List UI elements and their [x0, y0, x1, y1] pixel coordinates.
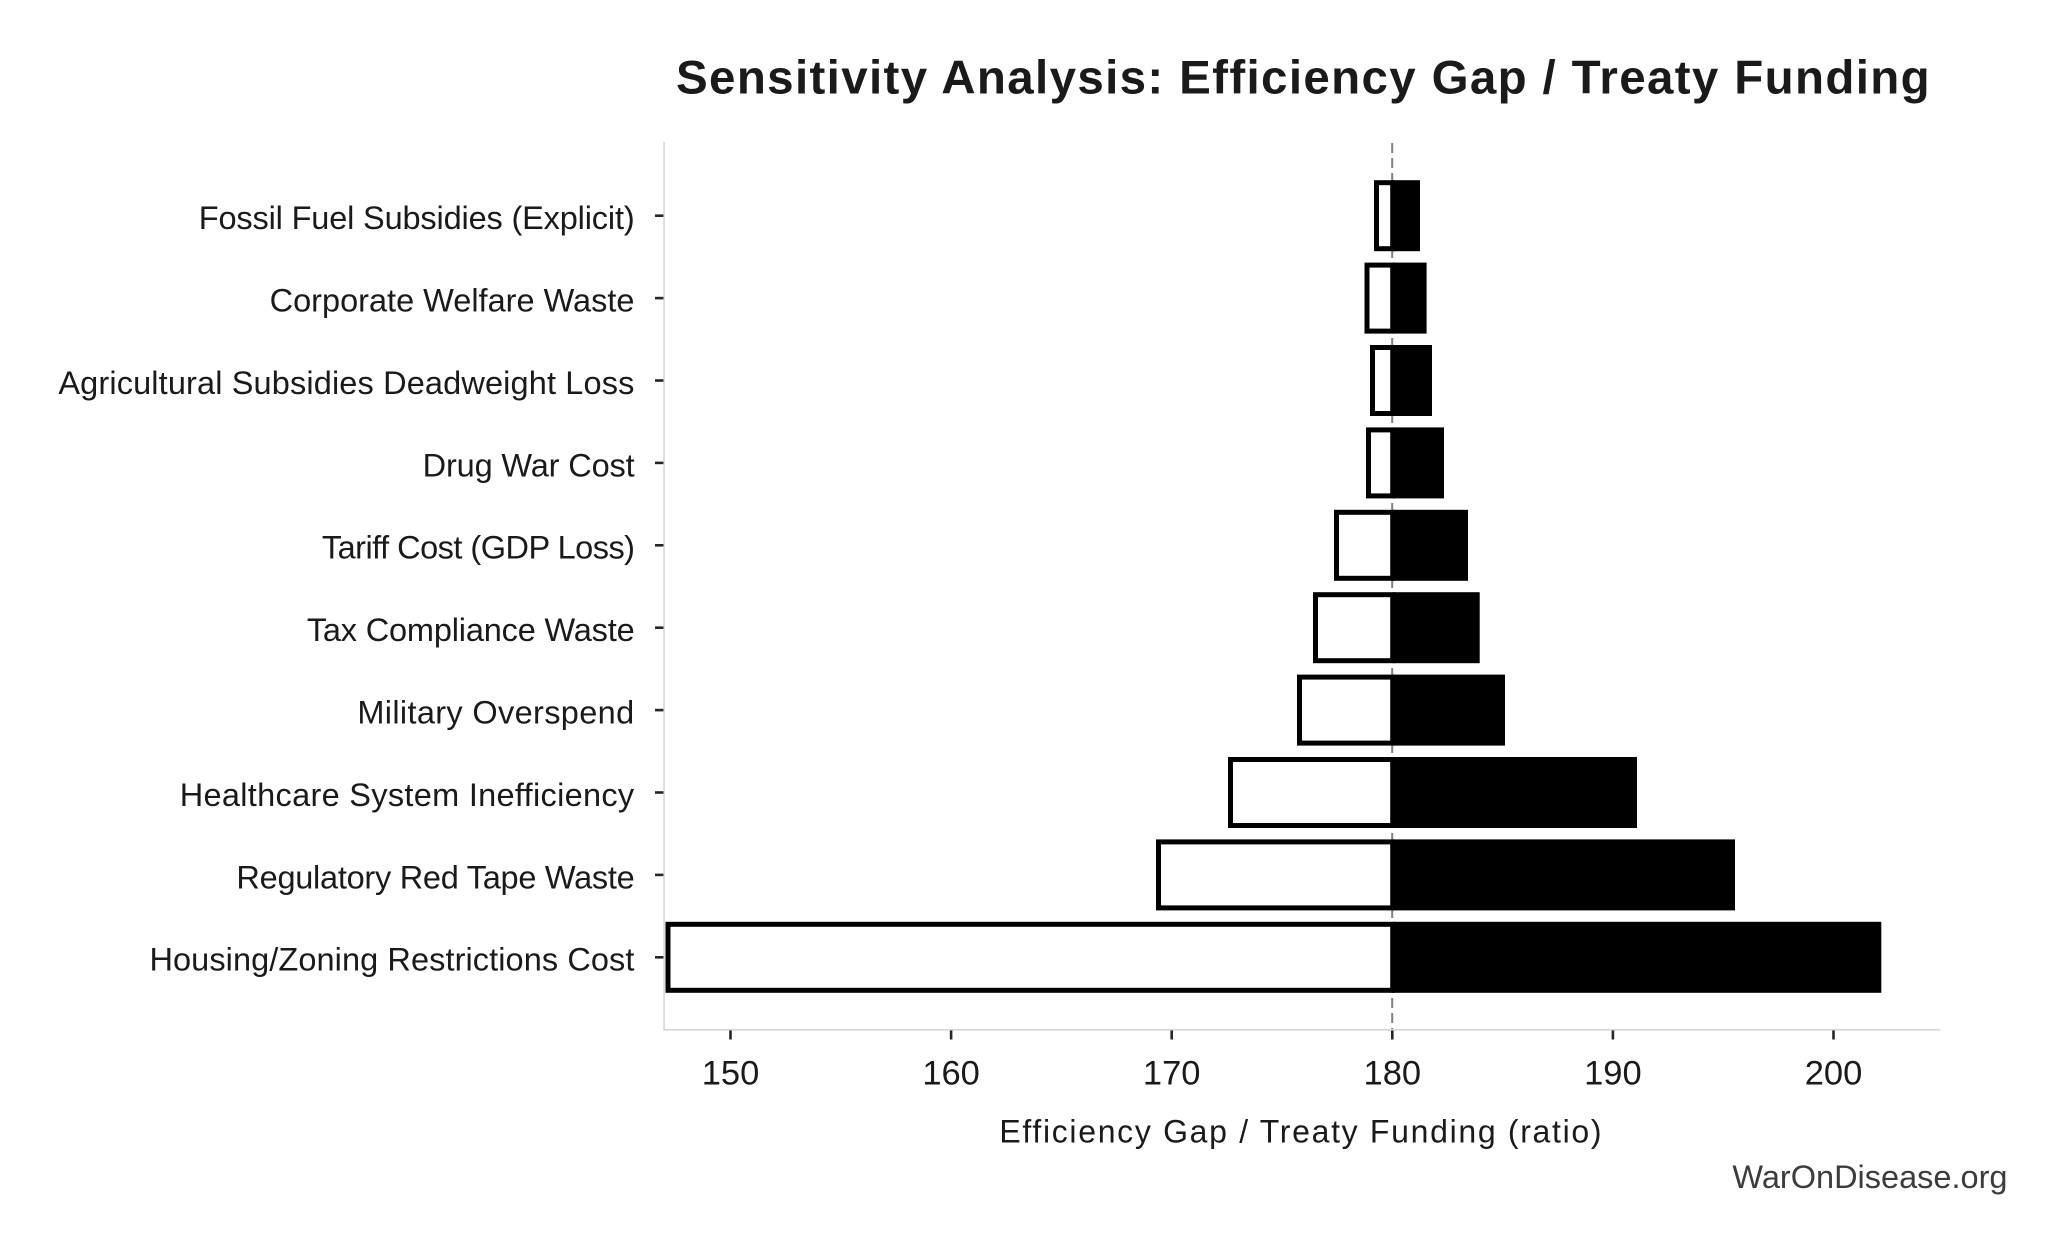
- svg-text:Military Overspend: Military Overspend: [357, 695, 634, 731]
- svg-text:170: 170: [1143, 1055, 1201, 1093]
- svg-text:Corporate Welfare Waste: Corporate Welfare Waste: [270, 283, 635, 319]
- svg-text:160: 160: [922, 1055, 980, 1093]
- svg-text:Fossil Fuel Subsidies (Explici: Fossil Fuel Subsidies (Explicit): [199, 200, 635, 236]
- svg-text:Drug War Cost: Drug War Cost: [423, 447, 635, 483]
- svg-text:Tax Compliance Waste: Tax Compliance Waste: [307, 612, 635, 648]
- svg-text:WarOnDisease.org: WarOnDisease.org: [1732, 1159, 2007, 1195]
- svg-text:200: 200: [1805, 1055, 1863, 1093]
- svg-text:Efficiency Gap / Treaty Fundin: Efficiency Gap / Treaty Funding (ratio): [999, 1113, 1603, 1149]
- svg-text:Tariff Cost (GDP Loss): Tariff Cost (GDP Loss): [322, 530, 635, 566]
- svg-text:Agricultural Subsidies Deadwei: Agricultural Subsidies Deadweight Loss: [58, 365, 634, 401]
- svg-text:Sensitivity Analysis: Efficien: Sensitivity Analysis: Efficiency Gap / T…: [676, 52, 1931, 105]
- svg-text:180: 180: [1364, 1055, 1422, 1093]
- svg-text:Regulatory Red Tape Waste: Regulatory Red Tape Waste: [236, 859, 634, 895]
- svg-text:Housing/Zoning Restrictions Co: Housing/Zoning Restrictions Cost: [149, 942, 634, 978]
- svg-text:150: 150: [702, 1055, 760, 1093]
- svg-text:Healthcare System Inefficiency: Healthcare System Inefficiency: [180, 777, 635, 813]
- svg-text:190: 190: [1584, 1055, 1642, 1093]
